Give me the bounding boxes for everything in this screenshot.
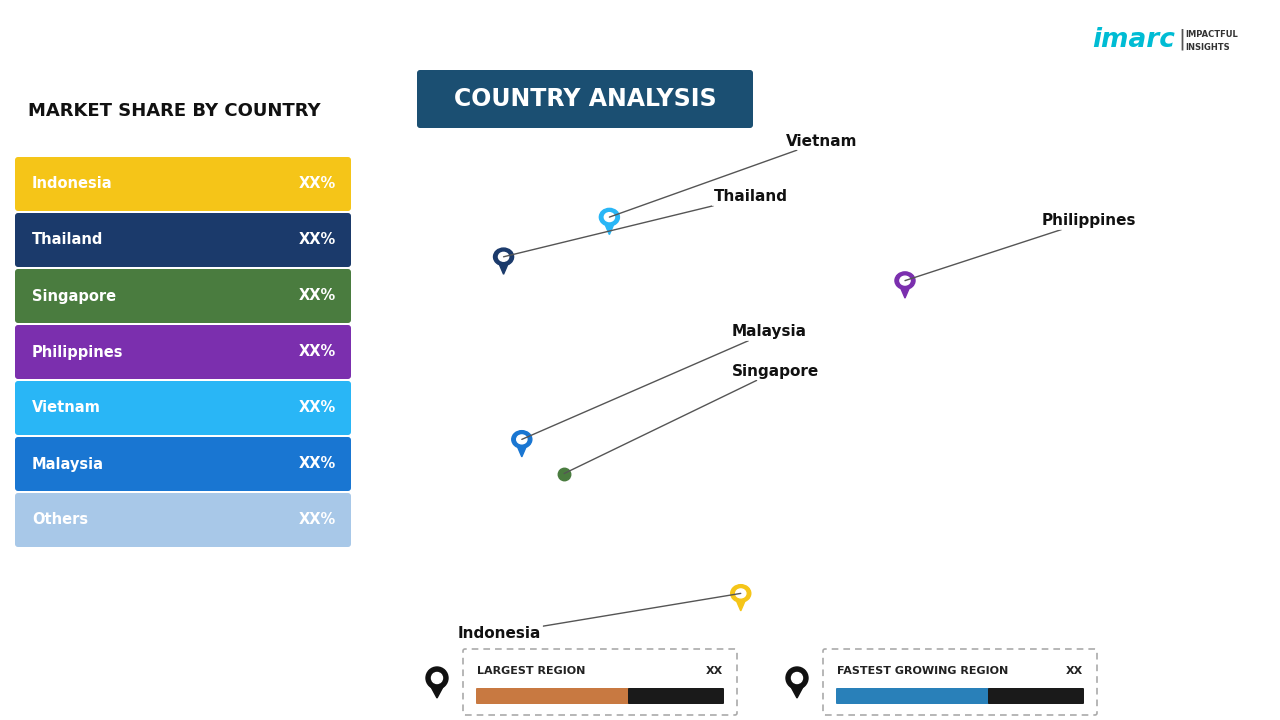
Text: IMPACTFUL
INSIGHTS: IMPACTFUL INSIGHTS <box>1185 30 1238 52</box>
Text: Thailand: Thailand <box>32 233 104 248</box>
Text: Thailand: Thailand <box>503 189 787 257</box>
Polygon shape <box>498 261 509 274</box>
FancyBboxPatch shape <box>628 688 724 704</box>
Text: XX: XX <box>1066 666 1083 676</box>
Text: XX%: XX% <box>298 513 335 528</box>
FancyBboxPatch shape <box>417 70 753 128</box>
FancyBboxPatch shape <box>823 649 1097 715</box>
Text: FASTEST GROWING REGION: FASTEST GROWING REGION <box>837 666 1009 676</box>
Text: Philippines: Philippines <box>32 344 123 359</box>
Circle shape <box>895 272 915 289</box>
Circle shape <box>426 667 448 689</box>
FancyBboxPatch shape <box>476 688 630 704</box>
Circle shape <box>599 208 620 226</box>
Text: XX%: XX% <box>298 233 335 248</box>
Text: MARKET SHARE BY COUNTRY: MARKET SHARE BY COUNTRY <box>28 102 320 120</box>
Circle shape <box>731 585 751 602</box>
Text: Philippines: Philippines <box>905 213 1137 281</box>
Text: LARGEST REGION: LARGEST REGION <box>477 666 585 676</box>
FancyBboxPatch shape <box>15 157 351 211</box>
Text: Indonesia: Indonesia <box>32 176 113 192</box>
Text: imarc: imarc <box>1092 27 1175 53</box>
Circle shape <box>517 435 527 444</box>
Text: COUNTRY ANALYSIS: COUNTRY ANALYSIS <box>453 87 717 111</box>
Polygon shape <box>735 598 746 611</box>
Text: XX%: XX% <box>298 176 335 192</box>
FancyBboxPatch shape <box>15 213 351 267</box>
Text: Malaysia: Malaysia <box>32 456 104 472</box>
FancyBboxPatch shape <box>15 381 351 435</box>
Polygon shape <box>516 444 527 457</box>
Text: Malaysia: Malaysia <box>522 324 806 439</box>
FancyBboxPatch shape <box>15 269 351 323</box>
Polygon shape <box>900 285 910 298</box>
Text: Singapore: Singapore <box>564 364 819 474</box>
Circle shape <box>786 667 808 689</box>
Text: XX%: XX% <box>298 289 335 304</box>
FancyBboxPatch shape <box>15 325 351 379</box>
FancyBboxPatch shape <box>15 493 351 547</box>
Text: |: | <box>1178 28 1185 50</box>
Circle shape <box>512 431 531 448</box>
Circle shape <box>736 589 746 598</box>
Polygon shape <box>430 685 444 698</box>
Text: Vietnam: Vietnam <box>32 400 101 415</box>
FancyBboxPatch shape <box>463 649 737 715</box>
Text: Indonesia: Indonesia <box>458 593 741 641</box>
Polygon shape <box>790 685 804 698</box>
Text: XX%: XX% <box>298 400 335 415</box>
Polygon shape <box>604 222 614 235</box>
Text: XX: XX <box>705 666 723 676</box>
Text: Others: Others <box>32 513 88 528</box>
Circle shape <box>604 212 614 222</box>
FancyBboxPatch shape <box>988 688 1084 704</box>
Circle shape <box>498 252 508 261</box>
Text: Vietnam: Vietnam <box>609 134 858 217</box>
Circle shape <box>900 276 910 285</box>
Circle shape <box>431 672 443 683</box>
Text: XX%: XX% <box>298 456 335 472</box>
FancyBboxPatch shape <box>836 688 989 704</box>
Text: Singapore: Singapore <box>32 289 116 304</box>
Circle shape <box>494 248 513 266</box>
Text: XX%: XX% <box>298 344 335 359</box>
FancyBboxPatch shape <box>15 437 351 491</box>
Circle shape <box>791 672 803 683</box>
